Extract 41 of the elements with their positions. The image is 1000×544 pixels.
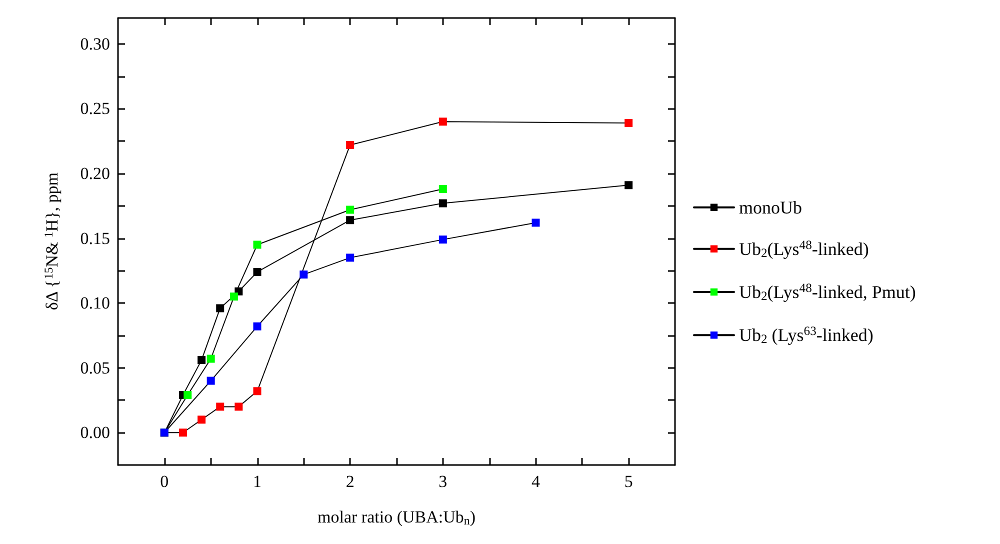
point bbox=[230, 292, 238, 301]
point bbox=[532, 218, 540, 227]
point bbox=[198, 356, 206, 364]
point bbox=[438, 236, 447, 244]
point bbox=[346, 216, 354, 224]
point bbox=[234, 402, 243, 411]
x-tick-label: 1 bbox=[253, 472, 262, 491]
x-tick-label: 4 bbox=[532, 472, 540, 491]
point bbox=[438, 118, 447, 126]
point bbox=[253, 240, 262, 249]
point bbox=[624, 181, 633, 190]
point bbox=[346, 140, 354, 149]
point bbox=[216, 304, 224, 312]
point bbox=[624, 118, 633, 127]
x-tick-label: 3 bbox=[438, 472, 448, 491]
legend-label: monoUb bbox=[739, 197, 802, 218]
point bbox=[346, 254, 354, 262]
point bbox=[253, 387, 262, 396]
point bbox=[346, 206, 354, 214]
x-tick-label: 2 bbox=[346, 472, 354, 491]
point bbox=[206, 354, 215, 363]
point bbox=[253, 322, 262, 330]
x-tick-label: 5 bbox=[624, 472, 633, 491]
y-tick-label: 0.20 bbox=[80, 164, 110, 183]
point bbox=[206, 376, 215, 385]
point bbox=[438, 199, 447, 208]
point bbox=[184, 391, 192, 400]
y-tick-label: 0.30 bbox=[80, 34, 110, 54]
point bbox=[198, 416, 206, 424]
y-axis-title: δΔ {15N& 1H}, ppm bbox=[41, 172, 62, 310]
point bbox=[178, 428, 187, 437]
point bbox=[216, 402, 224, 411]
y-tick-label: 0.15 bbox=[80, 228, 110, 248]
y-tick-label: 0.10 bbox=[80, 294, 110, 313]
point bbox=[300, 270, 308, 279]
y-tick-label: 0.05 bbox=[80, 358, 110, 378]
point bbox=[438, 185, 447, 194]
y-tick-label: 0.25 bbox=[80, 99, 110, 118]
text: 0.00 bbox=[80, 423, 110, 442]
point bbox=[253, 268, 262, 276]
x-tick-label: 0 bbox=[160, 472, 169, 491]
